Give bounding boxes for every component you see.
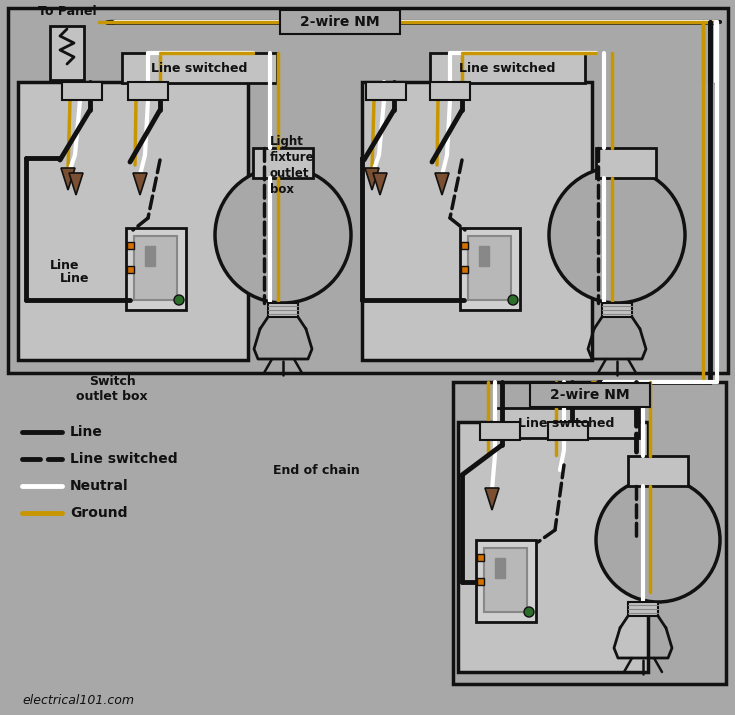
Bar (461, 242, 468, 249)
Bar (50, 26, 84, 80)
Bar (453, 382, 726, 684)
Bar (280, 10, 400, 34)
Text: Line: Line (60, 272, 90, 285)
Bar (480, 422, 520, 440)
Polygon shape (485, 488, 499, 510)
Bar (458, 422, 648, 672)
Circle shape (524, 607, 534, 617)
Text: Line: Line (70, 425, 103, 439)
Bar (468, 236, 511, 300)
Polygon shape (435, 173, 449, 195)
Bar (477, 578, 484, 585)
Bar (62, 82, 102, 100)
Bar (145, 246, 155, 266)
Polygon shape (365, 168, 379, 190)
Text: Line switched: Line switched (518, 417, 614, 430)
Polygon shape (133, 173, 147, 195)
Bar (530, 383, 650, 407)
Text: Switch
outlet box: Switch outlet box (76, 375, 148, 403)
Bar (628, 456, 688, 486)
Text: Line: Line (50, 259, 80, 272)
Circle shape (596, 478, 720, 602)
Bar (479, 246, 489, 266)
Bar (602, 303, 632, 317)
Text: Light
fixture
outlet
box: Light fixture outlet box (270, 135, 315, 196)
Text: Ground: Ground (70, 506, 127, 520)
Bar (628, 602, 658, 616)
Text: To Panel: To Panel (37, 5, 96, 18)
Circle shape (215, 167, 351, 303)
Bar (477, 554, 484, 561)
Bar (494, 408, 639, 438)
Text: Line switched: Line switched (459, 61, 556, 74)
Text: Line switched: Line switched (70, 452, 178, 466)
Bar (460, 228, 520, 310)
Text: 2-wire NM: 2-wire NM (551, 388, 630, 402)
Text: 2-wire NM: 2-wire NM (300, 15, 380, 29)
Bar (134, 236, 177, 300)
Text: Neutral: Neutral (70, 479, 129, 493)
Bar (362, 82, 592, 360)
Bar (596, 148, 656, 178)
Circle shape (508, 295, 518, 305)
Circle shape (549, 167, 685, 303)
Text: End of chain: End of chain (273, 463, 360, 476)
Bar (430, 53, 585, 83)
Text: Line switched: Line switched (151, 61, 248, 74)
Polygon shape (69, 173, 83, 195)
Bar (127, 242, 134, 249)
Bar (430, 82, 470, 100)
Bar (253, 148, 313, 178)
Bar (495, 558, 505, 578)
Polygon shape (61, 168, 75, 190)
Bar (484, 548, 527, 612)
Bar (476, 540, 536, 622)
Bar (366, 82, 406, 100)
Bar (8, 8, 728, 373)
Text: electrical101.com: electrical101.com (22, 694, 134, 706)
Bar (18, 82, 248, 360)
Bar (128, 82, 168, 100)
Bar (268, 303, 298, 317)
Bar (126, 228, 186, 310)
Polygon shape (373, 173, 387, 195)
Bar (461, 266, 468, 273)
Bar (548, 422, 588, 440)
Circle shape (174, 295, 184, 305)
Bar (122, 53, 277, 83)
Bar (127, 266, 134, 273)
